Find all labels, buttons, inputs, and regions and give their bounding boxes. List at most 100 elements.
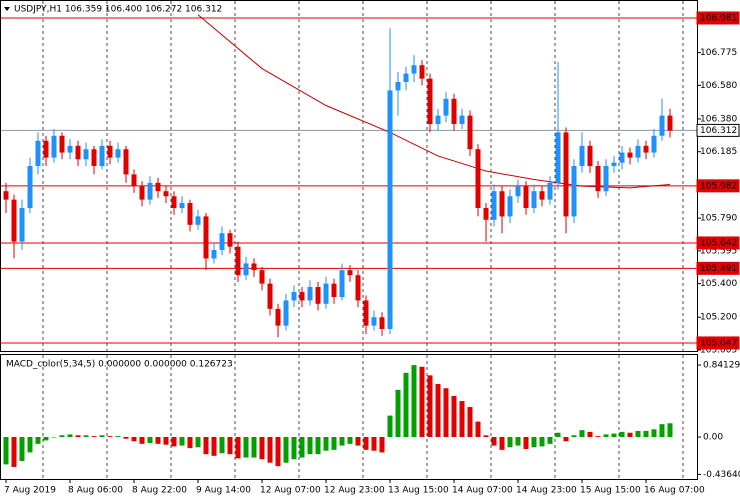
macd-bar [475,421,481,437]
candle-body [443,98,449,116]
macd-bar [259,437,265,460]
candle-body [515,186,521,197]
macd-bar [91,436,97,437]
macd-bar [667,423,673,437]
candle-body [131,174,137,187]
macd-bar [347,437,353,444]
macd-bar [275,437,281,467]
x-tick-label: 9 Aug 14:00 [196,486,251,496]
macd-bar [523,437,529,449]
macd-bar [315,437,321,455]
candle-body [427,78,433,125]
macd-bar [171,437,177,447]
candle-body [195,216,201,225]
candle-body [275,308,281,326]
macd-bar [243,437,249,458]
macd-bar [363,437,369,450]
macd-bar [603,434,609,437]
macd-bar [635,431,641,437]
macd-bar [267,437,273,463]
macd-bar [67,434,73,437]
macd-bar [395,389,401,437]
candle-body [387,90,393,329]
candle-body [155,182,161,192]
candle-body [531,191,537,209]
collapse-icon[interactable] [4,7,10,11]
candle-body [499,191,505,217]
candle-body [115,149,121,158]
x-tick-label: 16 Aug 07:00 [644,486,705,496]
y-tick-label: 106.380 [700,114,737,124]
macd-bar [387,415,393,437]
macd-bar [19,437,25,461]
candle-body [203,216,209,259]
level-label-box [696,336,740,350]
macd-bar [59,435,65,437]
macd-bar [235,437,241,459]
candle-body [251,263,257,271]
macd-bar [427,375,433,437]
macd-panel [0,354,698,480]
x-tick-label: 12 Aug 07:00 [260,486,321,496]
y-tick-label: 105.200 [700,313,737,323]
macd-bar [187,437,193,449]
level-label: 105.642 [700,238,737,248]
macd-bar [251,437,257,458]
candle-body [523,186,529,209]
candle-body [331,283,337,298]
candle-body [619,152,625,163]
candle-body [507,196,513,217]
candle-body [139,186,145,200]
macd-bar [27,437,33,453]
candle-body [11,199,17,242]
candle-body [563,132,569,217]
x-tick-label: 14 Aug 07:00 [452,486,513,496]
candle-body [667,115,673,131]
macd-bar [355,437,361,446]
candle-body [267,283,273,309]
macd-bar [107,436,113,437]
macd-bar [115,436,121,437]
x-tick-label: 13 Aug 15:00 [388,486,449,496]
macd-bar [11,437,17,467]
macd-bar [491,437,497,446]
macd-bar [75,435,81,437]
x-tick-label: 15 Aug 15:00 [580,486,641,496]
macd-bar [659,424,665,437]
macd-bar [371,437,377,451]
candle-body [483,208,489,220]
candle-body [451,98,457,125]
x-tick-label: 14 Aug 23:00 [516,486,577,496]
candle-body [611,162,617,167]
candle-body [467,115,473,150]
candle-body [307,286,313,301]
macd-bar [339,437,345,446]
candle-body [227,233,233,247]
candle-body [83,149,89,160]
macd-bar [611,433,617,437]
macd-bar [571,435,577,437]
candle-body [651,135,657,153]
candle-body [595,166,601,192]
candle-body [235,246,241,276]
candle-body [475,149,481,209]
candle-body [659,115,665,136]
level-label: 106.312 [700,126,737,136]
candle-body [171,196,177,209]
candle-body [187,202,193,225]
macd-bar [331,437,337,450]
candle-body [539,191,545,200]
candle-body [603,166,609,192]
level-label-box [696,179,740,193]
level-label-box [696,123,740,137]
chart-title: USDJPY,H1 106.359 106.400 106.272 106.31… [14,5,222,15]
candle-body [291,292,297,301]
macd-bar [99,435,105,437]
macd-bar [283,437,289,463]
candle-body [107,145,113,158]
macd-bar [227,437,233,455]
candle-body [99,145,105,167]
level-label: 106.981 [700,13,737,23]
candle-body [35,140,41,167]
candle-body [315,286,321,304]
